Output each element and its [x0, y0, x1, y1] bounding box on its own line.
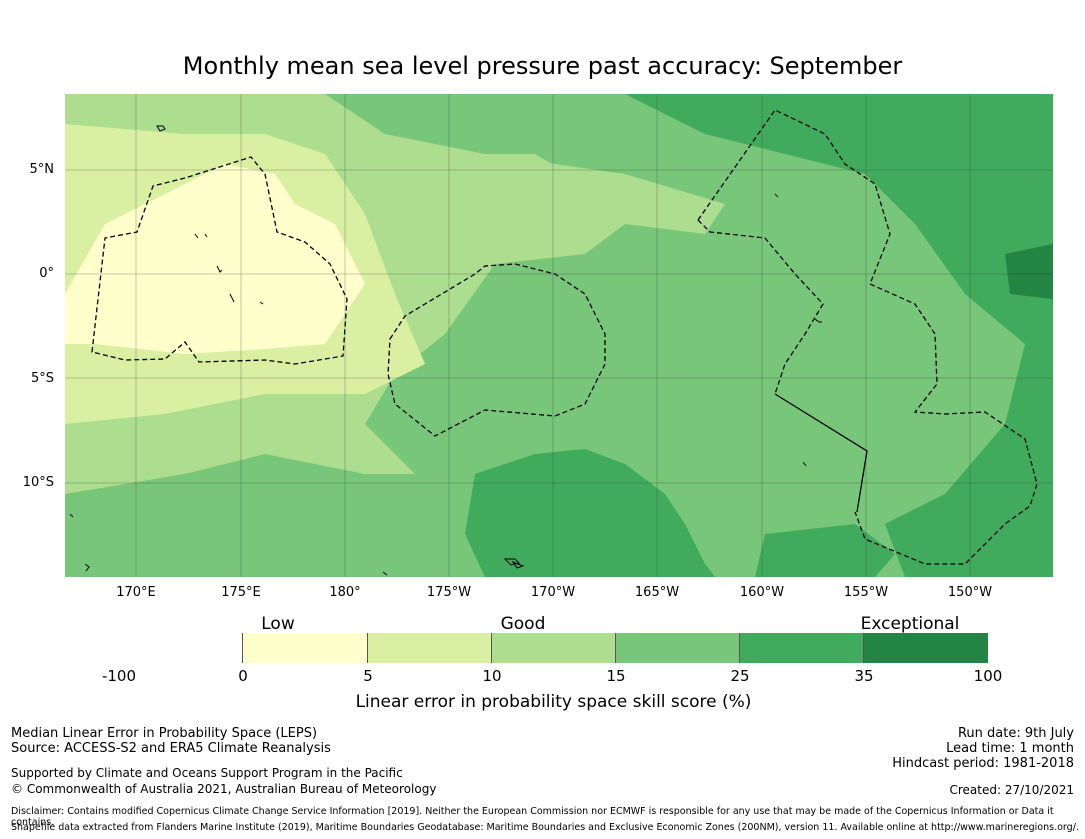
lon-label-160w: 160°W [739, 585, 785, 600]
colorbar-tick: 0 [238, 667, 248, 685]
footer-source: Source: ACCESS-S2 and ERA5 Climate Reana… [11, 741, 331, 756]
map-title: Monthly mean sea level pressure past acc… [182, 52, 903, 80]
colorbar-tick: -100 [101, 667, 137, 685]
eez-boundaries [91, 109, 1038, 565]
islands [69, 125, 822, 576]
lat-label-5s: 5°S [30, 371, 54, 386]
colorbar-swatch-2 [243, 633, 368, 663]
colorbar-tick: 35 [854, 667, 874, 685]
shapefile-credit: Shapefile data extracted from Flanders M… [11, 822, 1079, 833]
region-high-skill-east [625, 94, 1053, 577]
eez-boundary-mid [697, 219, 824, 395]
lon-label-180: 180° [329, 585, 361, 600]
colorbar-swatch-6 [740, 633, 864, 663]
region-high-skill-se [755, 524, 895, 577]
graticule [65, 94, 1053, 577]
lon-label-170w: 170°W [530, 585, 576, 600]
footer-method: Median Linear Error in Probability Space… [11, 726, 318, 741]
colorbar-tick: 15 [606, 667, 626, 685]
lon-label-170e: 170°E [116, 585, 156, 600]
lat-label-0: 0° [39, 266, 54, 281]
region-low-skill [65, 164, 365, 354]
colorbar-swatch-3 [368, 633, 492, 663]
lon-label-175e: 175°E [221, 585, 261, 600]
colorbar-category-exceptional: Exceptional [860, 614, 960, 634]
colorbar-tick: 10 [482, 667, 502, 685]
lon-label-165w: 165°W [634, 585, 680, 600]
treaty-boundary-line [774, 393, 868, 513]
lat-label-10s: 10°S [22, 475, 54, 490]
colorbar-category-low: Low [261, 614, 295, 634]
region-high-skill-south [465, 449, 715, 577]
eez-boundary-west [91, 156, 348, 365]
colorbar-swatch-1 [119, 633, 243, 663]
run-date: Run date: 9th July [957, 726, 1074, 741]
lat-label-5n: 5°N [29, 162, 55, 177]
disclaimer: Disclaimer: Contains modified Copernicus… [11, 806, 1054, 828]
colorbar-tick: 5 [363, 667, 373, 685]
colorbar-swatch-5 [616, 633, 740, 663]
colorbar-category-good: Good [500, 614, 546, 634]
footer-copyright: © Commonwealth of Australia 2021, Austra… [11, 782, 437, 796]
footer-support: Supported by Climate and Oceans Support … [11, 766, 403, 780]
colorbar-label: Linear error in probability space skill … [355, 692, 752, 712]
colorbar-tick: 25 [730, 667, 750, 685]
skill-map [65, 94, 1053, 577]
eez-boundary-east [697, 109, 1038, 565]
lead-time: Lead time: 1 month [946, 741, 1074, 756]
region-exceptional-east [1005, 244, 1053, 299]
colorbar-tick: 100 [973, 667, 1003, 685]
region-good-north [445, 154, 585, 204]
eez-boundary-central [387, 263, 606, 437]
lon-label-175w: 175°W [426, 585, 472, 600]
lon-label-155w: 155°W [843, 585, 889, 600]
colorbar-swatch-7 [864, 633, 988, 663]
created-date: Created: 27/10/2021 [949, 783, 1074, 797]
hindcast-period: Hindcast period: 1981-2018 [892, 756, 1074, 771]
colorbar-swatch-4 [492, 633, 616, 663]
lon-label-150w: 150°W [947, 585, 993, 600]
